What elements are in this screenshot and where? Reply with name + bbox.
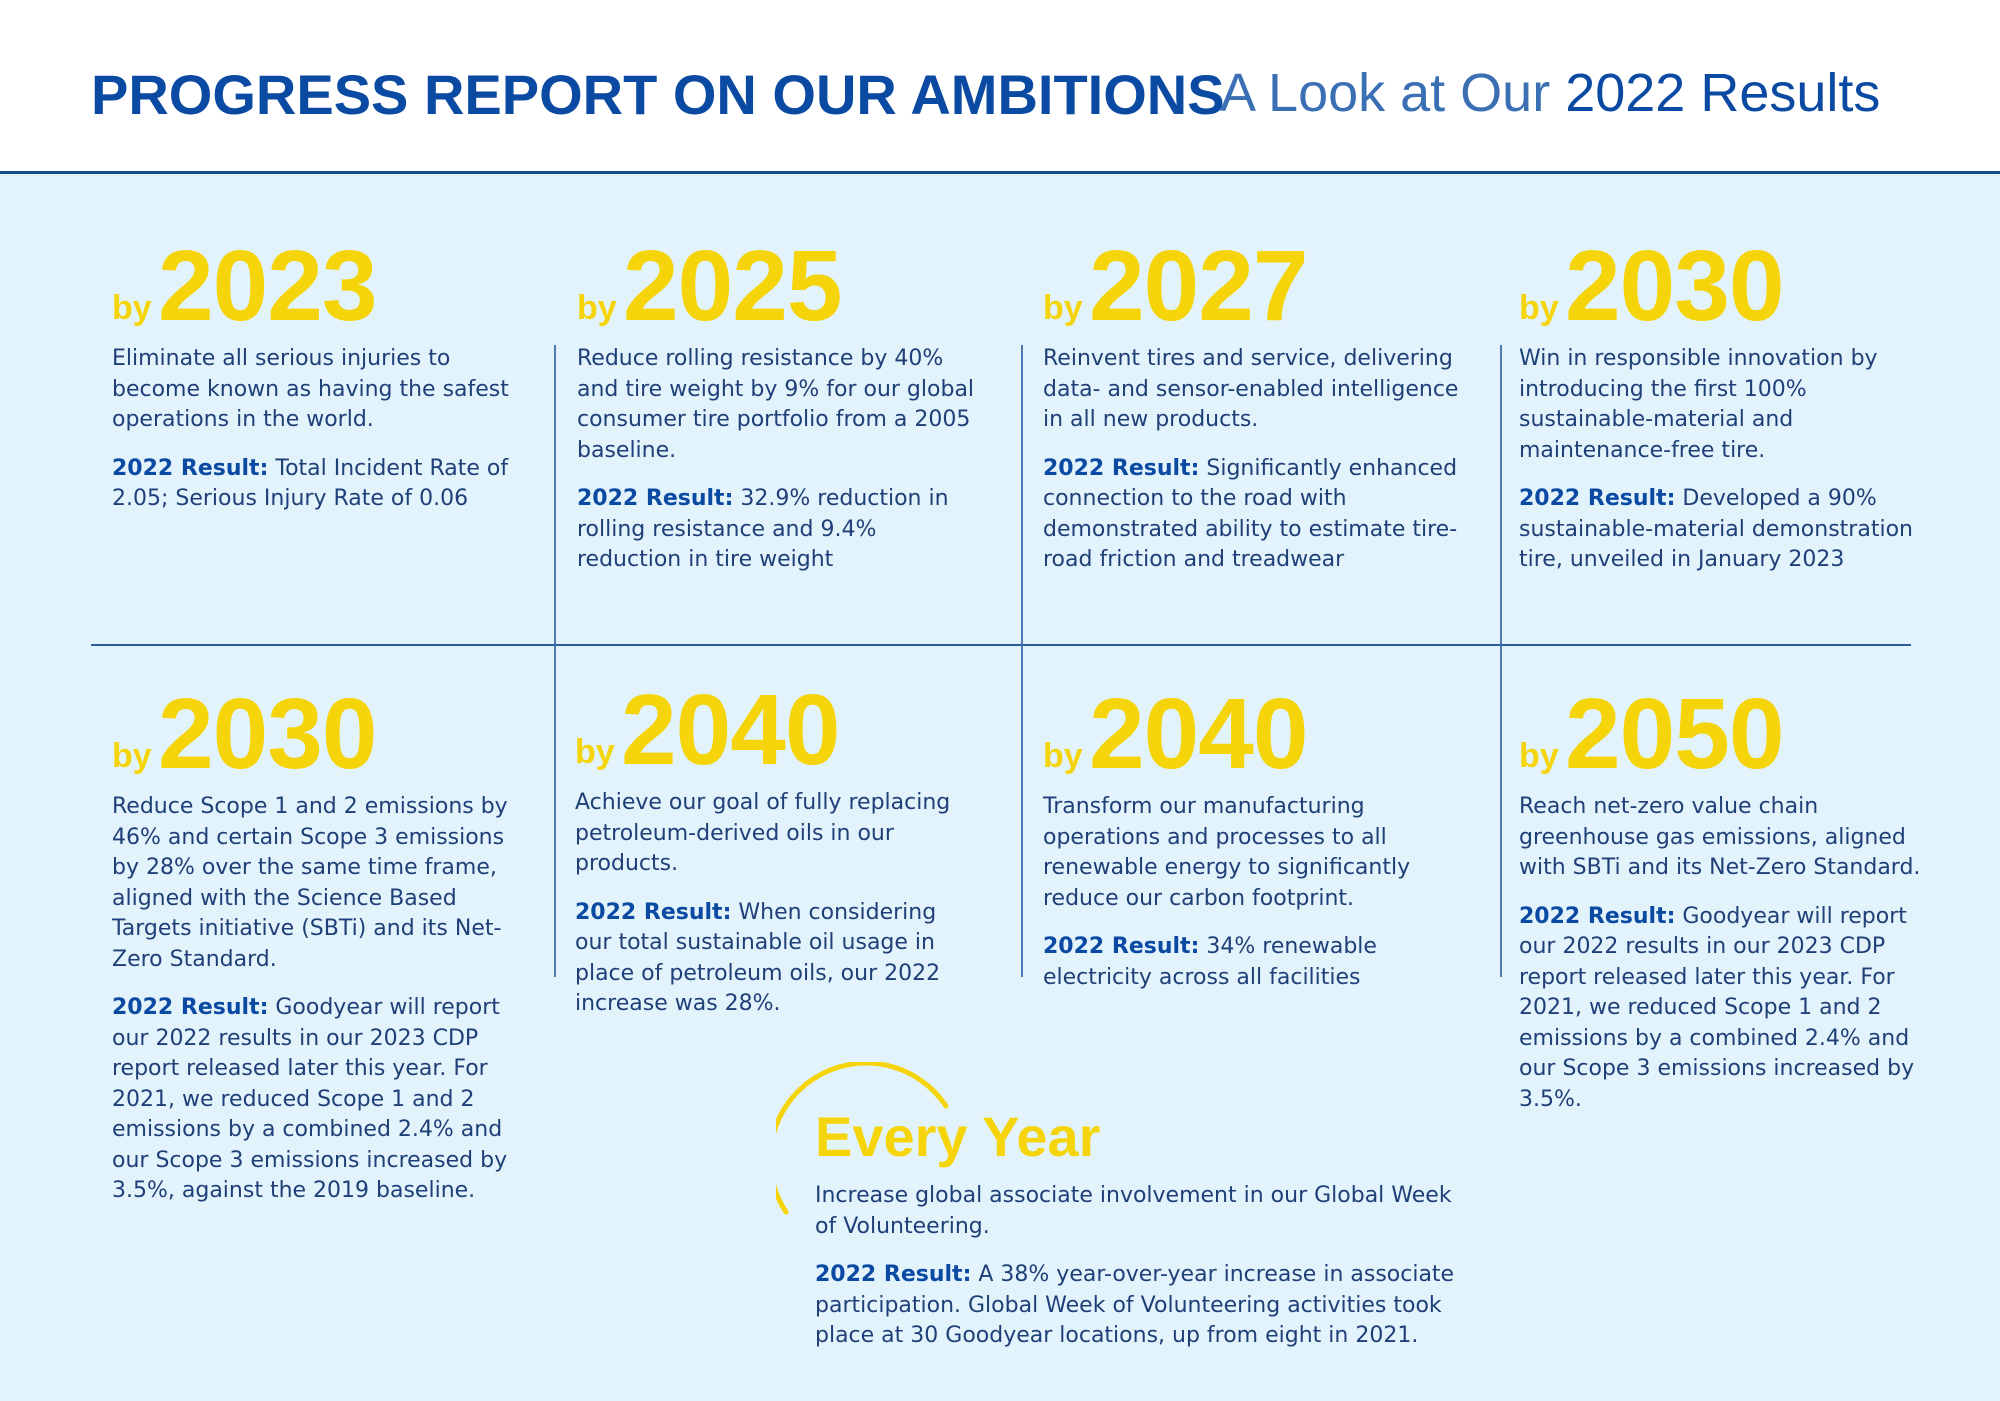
result-label: 2022 Result: (577, 486, 734, 511)
every-year-goal: Increase global associate involvement in… (815, 1183, 1452, 1239)
row-divider (91, 644, 1911, 646)
every-year-body: Increase global associate involvement in… (815, 1181, 1465, 1352)
every-year-arc-icon (776, 1062, 949, 1215)
by-label: by (1519, 737, 1559, 775)
header-divider (0, 171, 2000, 174)
ambitions-panel (0, 174, 2000, 1401)
result-text: A 38% year-over-year increase in associa… (815, 1262, 1455, 1348)
ambition-result: 2022 Result: 34% renewable electricity a… (1043, 932, 1443, 993)
result-text: Total Incident Rate of 2.05; Serious Inj… (112, 455, 509, 512)
by-label: by (1043, 737, 1083, 775)
ambition-heading: by 2023 (112, 228, 522, 336)
ambition-year: 2030 (1565, 230, 1784, 342)
ambition-card: by 2040 Transform our manufacturing oper… (1043, 676, 1443, 993)
ambition-goal: Reduce Scope 1 and 2 emissions by 46% an… (112, 794, 508, 972)
result-label: 2022 Result: (1043, 455, 1200, 481)
ambition-heading: by 2025 (577, 228, 977, 336)
result-label: 2022 Result: (1043, 934, 1200, 959)
result-text: Developed a 90% sustainable-material dem… (1519, 486, 1913, 572)
ambition-year: 2050 (1565, 678, 1784, 790)
ambition-result: 2022 Result: Total Incident Rate of 2.05… (112, 454, 522, 515)
result-label: 2022 Result: (112, 995, 269, 1020)
every-year-title: Every Year (815, 1105, 1101, 1168)
ambition-goal: Reinvent tires and service, delivering d… (1043, 346, 1459, 432)
ambition-card: by 2050 Reach net-zero value chain green… (1519, 676, 1924, 1115)
column-divider-1-top (554, 345, 556, 645)
ambition-year: 2025 (623, 230, 842, 342)
result-label: 2022 Result: (575, 899, 732, 925)
ambition-year: 2027 (1089, 230, 1308, 342)
result-text: When considering our total sustainable o… (575, 899, 941, 1017)
column-divider-3-bottom (1500, 645, 1502, 977)
result-text: 34% renewable electricity across all fac… (1043, 934, 1377, 990)
ambition-card: by 2030 Win in responsible innovation by… (1519, 228, 1924, 576)
by-label: by (112, 737, 152, 775)
result-label: 2022 Result: (815, 1262, 972, 1287)
by-label: by (1519, 289, 1559, 327)
ambition-goal: Achieve our goal of fully replacing petr… (575, 790, 951, 876)
subtitle-year: 2022 Results (1565, 63, 1881, 123)
ambition-heading: by 2027 (1043, 228, 1463, 336)
by-label: by (575, 733, 615, 771)
ambition-result: 2022 Result: When considering our total … (575, 898, 975, 1020)
ambition-result: 2022 Result: Developed a 90% sustainable… (1519, 484, 1924, 576)
ambition-card: by 2023 Eliminate all serious injuries t… (112, 228, 522, 515)
result-text: Goodyear will report our 2022 results in… (1519, 903, 1915, 1112)
page-title: PROGRESS REPORT ON OUR AMBITIONS (91, 63, 1225, 126)
result-text: 32.9% reduction in rolling resistance an… (577, 486, 949, 572)
ambition-heading: by 2030 (112, 676, 522, 784)
column-divider-2-top (1021, 345, 1023, 645)
ambition-goal: Reduce rolling resistance by 40% and tir… (577, 346, 975, 463)
ambition-year: 2040 (621, 674, 840, 786)
result-text: Goodyear will report our 2022 results in… (112, 995, 508, 1203)
ambition-year: 2040 (1089, 678, 1308, 790)
result-label: 2022 Result: (112, 455, 269, 481)
ambition-card: by 2040 Achieve our goal of fully replac… (575, 672, 975, 1020)
result-label: 2022 Result: (1519, 903, 1676, 929)
ambition-heading: by 2040 (1043, 676, 1443, 784)
subtitle-lead: A Look at Our (1220, 63, 1566, 123)
column-divider-3-top (1500, 345, 1502, 645)
by-label: by (577, 289, 617, 327)
ambition-result: 2022 Result: 32.9% reduction in rolling … (577, 484, 977, 576)
ambition-heading: by 2030 (1519, 228, 1924, 336)
ambition-goal: Transform our manufacturing operations a… (1043, 794, 1411, 911)
ambition-goal: Eliminate all serious injuries to become… (112, 346, 509, 432)
ambition-result: 2022 Result: Significantly enhanced conn… (1043, 454, 1463, 576)
ambition-year: 2030 (158, 678, 377, 790)
ambition-card: by 2030 Reduce Scope 1 and 2 emissions b… (112, 676, 522, 1207)
ambition-heading: by 2050 (1519, 676, 1924, 784)
ambition-result: 2022 Result: Goodyear will report our 20… (1519, 902, 1924, 1116)
by-label: by (1043, 289, 1083, 327)
result-text: Significantly enhanced connection to the… (1043, 455, 1458, 573)
result-label: 2022 Result: (1519, 486, 1676, 511)
page-subtitle: A Look at Our 2022 Results (1220, 62, 1880, 124)
every-year-result: 2022 Result: A 38% year-over-year increa… (815, 1260, 1465, 1352)
ambition-year: 2023 (158, 230, 377, 342)
ambition-result: 2022 Result: Goodyear will report our 20… (112, 993, 522, 1207)
ambition-goal: Win in responsible innovation by introdu… (1519, 346, 1878, 463)
column-divider-1-bottom (554, 645, 556, 977)
ambition-heading: by 2040 (575, 672, 975, 780)
ambition-card: by 2027 Reinvent tires and service, deli… (1043, 228, 1463, 576)
by-label: by (112, 289, 152, 327)
ambition-card: by 2025 Reduce rolling resistance by 40%… (577, 228, 977, 576)
column-divider-2-bottom (1021, 645, 1023, 977)
ambition-goal: Reach net-zero value chain greenhouse ga… (1519, 794, 1921, 880)
page-header: PROGRESS REPORT ON OUR AMBITIONS A Look … (0, 0, 2000, 172)
